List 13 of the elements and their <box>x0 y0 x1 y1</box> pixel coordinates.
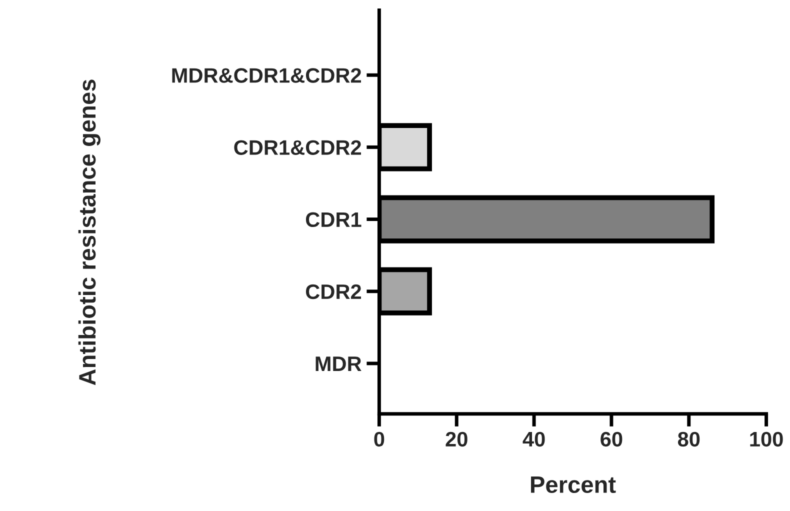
y-tick-label: CDR1&CDR2 <box>234 140 362 155</box>
y-tick-label: MDR <box>316 356 362 371</box>
x-tick-label: 100 <box>750 432 783 447</box>
y-tick-label: CDR1 <box>306 212 362 228</box>
x-tick-label: 80 <box>678 432 700 447</box>
x-tick-label: 60 <box>600 432 622 447</box>
x-tick-label: 20 <box>446 432 468 447</box>
y-tick-label: CDR2 <box>306 284 362 300</box>
x-axis-title: Percent <box>531 476 616 494</box>
y-axis-title: Antibiotic resistance genes <box>78 80 100 386</box>
y-tick-label: MDR&CDR1&CDR2 <box>172 68 362 83</box>
x-tick-label: 0 <box>374 432 384 447</box>
x-tick-label: 40 <box>522 432 545 447</box>
